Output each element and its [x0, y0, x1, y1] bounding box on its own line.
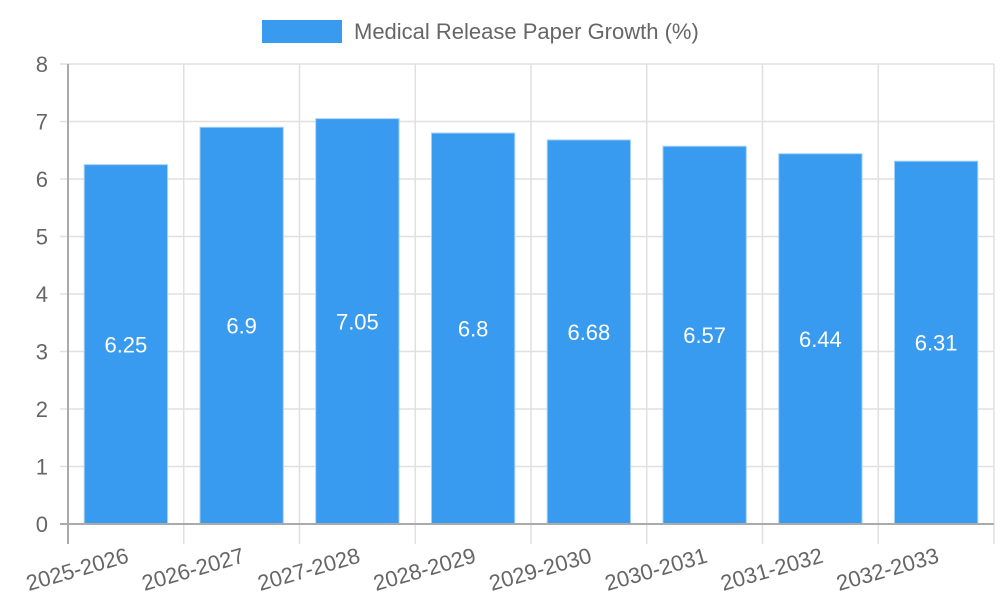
y-tick-label: 1	[36, 455, 48, 480]
x-axis-ticks: 2025-2026 2026-2027 2027-2028 2028-2029 2029…	[23, 543, 941, 596]
bar-value-label: 6.25	[104, 332, 147, 357]
bar-value-label: 6.68	[567, 320, 610, 345]
bar-value-label: 7.05	[336, 309, 379, 334]
x-tick-label: 2029-2030	[486, 543, 594, 596]
x-tick-label: 2030-2031	[602, 543, 710, 596]
bars	[83, 118, 979, 525]
bar-value-label: 6.57	[683, 323, 726, 348]
bar[interactable]	[893, 160, 979, 525]
x-tick-label: 2025-2026	[23, 543, 131, 596]
y-axis-ticks: 0 1 2 3 4 5 6 7 8	[36, 52, 48, 537]
y-tick-label: 4	[36, 282, 48, 307]
legend-swatch	[262, 20, 342, 43]
legend[interactable]: Medical Release Paper Growth (%)	[262, 19, 699, 44]
bar-value-label: 6.8	[458, 317, 489, 342]
y-tick-label: 6	[36, 167, 48, 192]
bar[interactable]	[662, 145, 747, 525]
bar[interactable]	[430, 132, 516, 525]
x-tick-label: 2026-2027	[139, 543, 247, 596]
bar[interactable]	[315, 118, 400, 525]
axes	[60, 64, 994, 544]
y-tick-label: 0	[36, 512, 48, 537]
bar-value-label: 6.31	[915, 331, 958, 356]
y-tick-label: 2	[36, 397, 48, 422]
x-tick-label: 2031-2032	[718, 543, 826, 596]
data-labels: 6.25 6.9 7.05 6.8 6.68 6.57 6.44 6.31	[104, 309, 957, 357]
y-tick-label: 8	[36, 52, 48, 77]
bar[interactable]	[199, 126, 284, 525]
x-tick-label: 2028-2029	[370, 543, 478, 596]
y-tick-label: 3	[36, 340, 48, 365]
bar[interactable]	[778, 153, 863, 525]
y-tick-label: 5	[36, 225, 48, 250]
bar-value-label: 6.9	[226, 314, 257, 339]
bar[interactable]	[546, 139, 632, 525]
legend-label: Medical Release Paper Growth (%)	[354, 19, 699, 44]
bar[interactable]	[83, 164, 169, 525]
y-tick-label: 7	[36, 110, 48, 135]
x-tick-label: 2032-2033	[833, 543, 941, 596]
bar-value-label: 6.44	[799, 327, 842, 352]
x-tick-label: 2027-2028	[255, 543, 363, 596]
